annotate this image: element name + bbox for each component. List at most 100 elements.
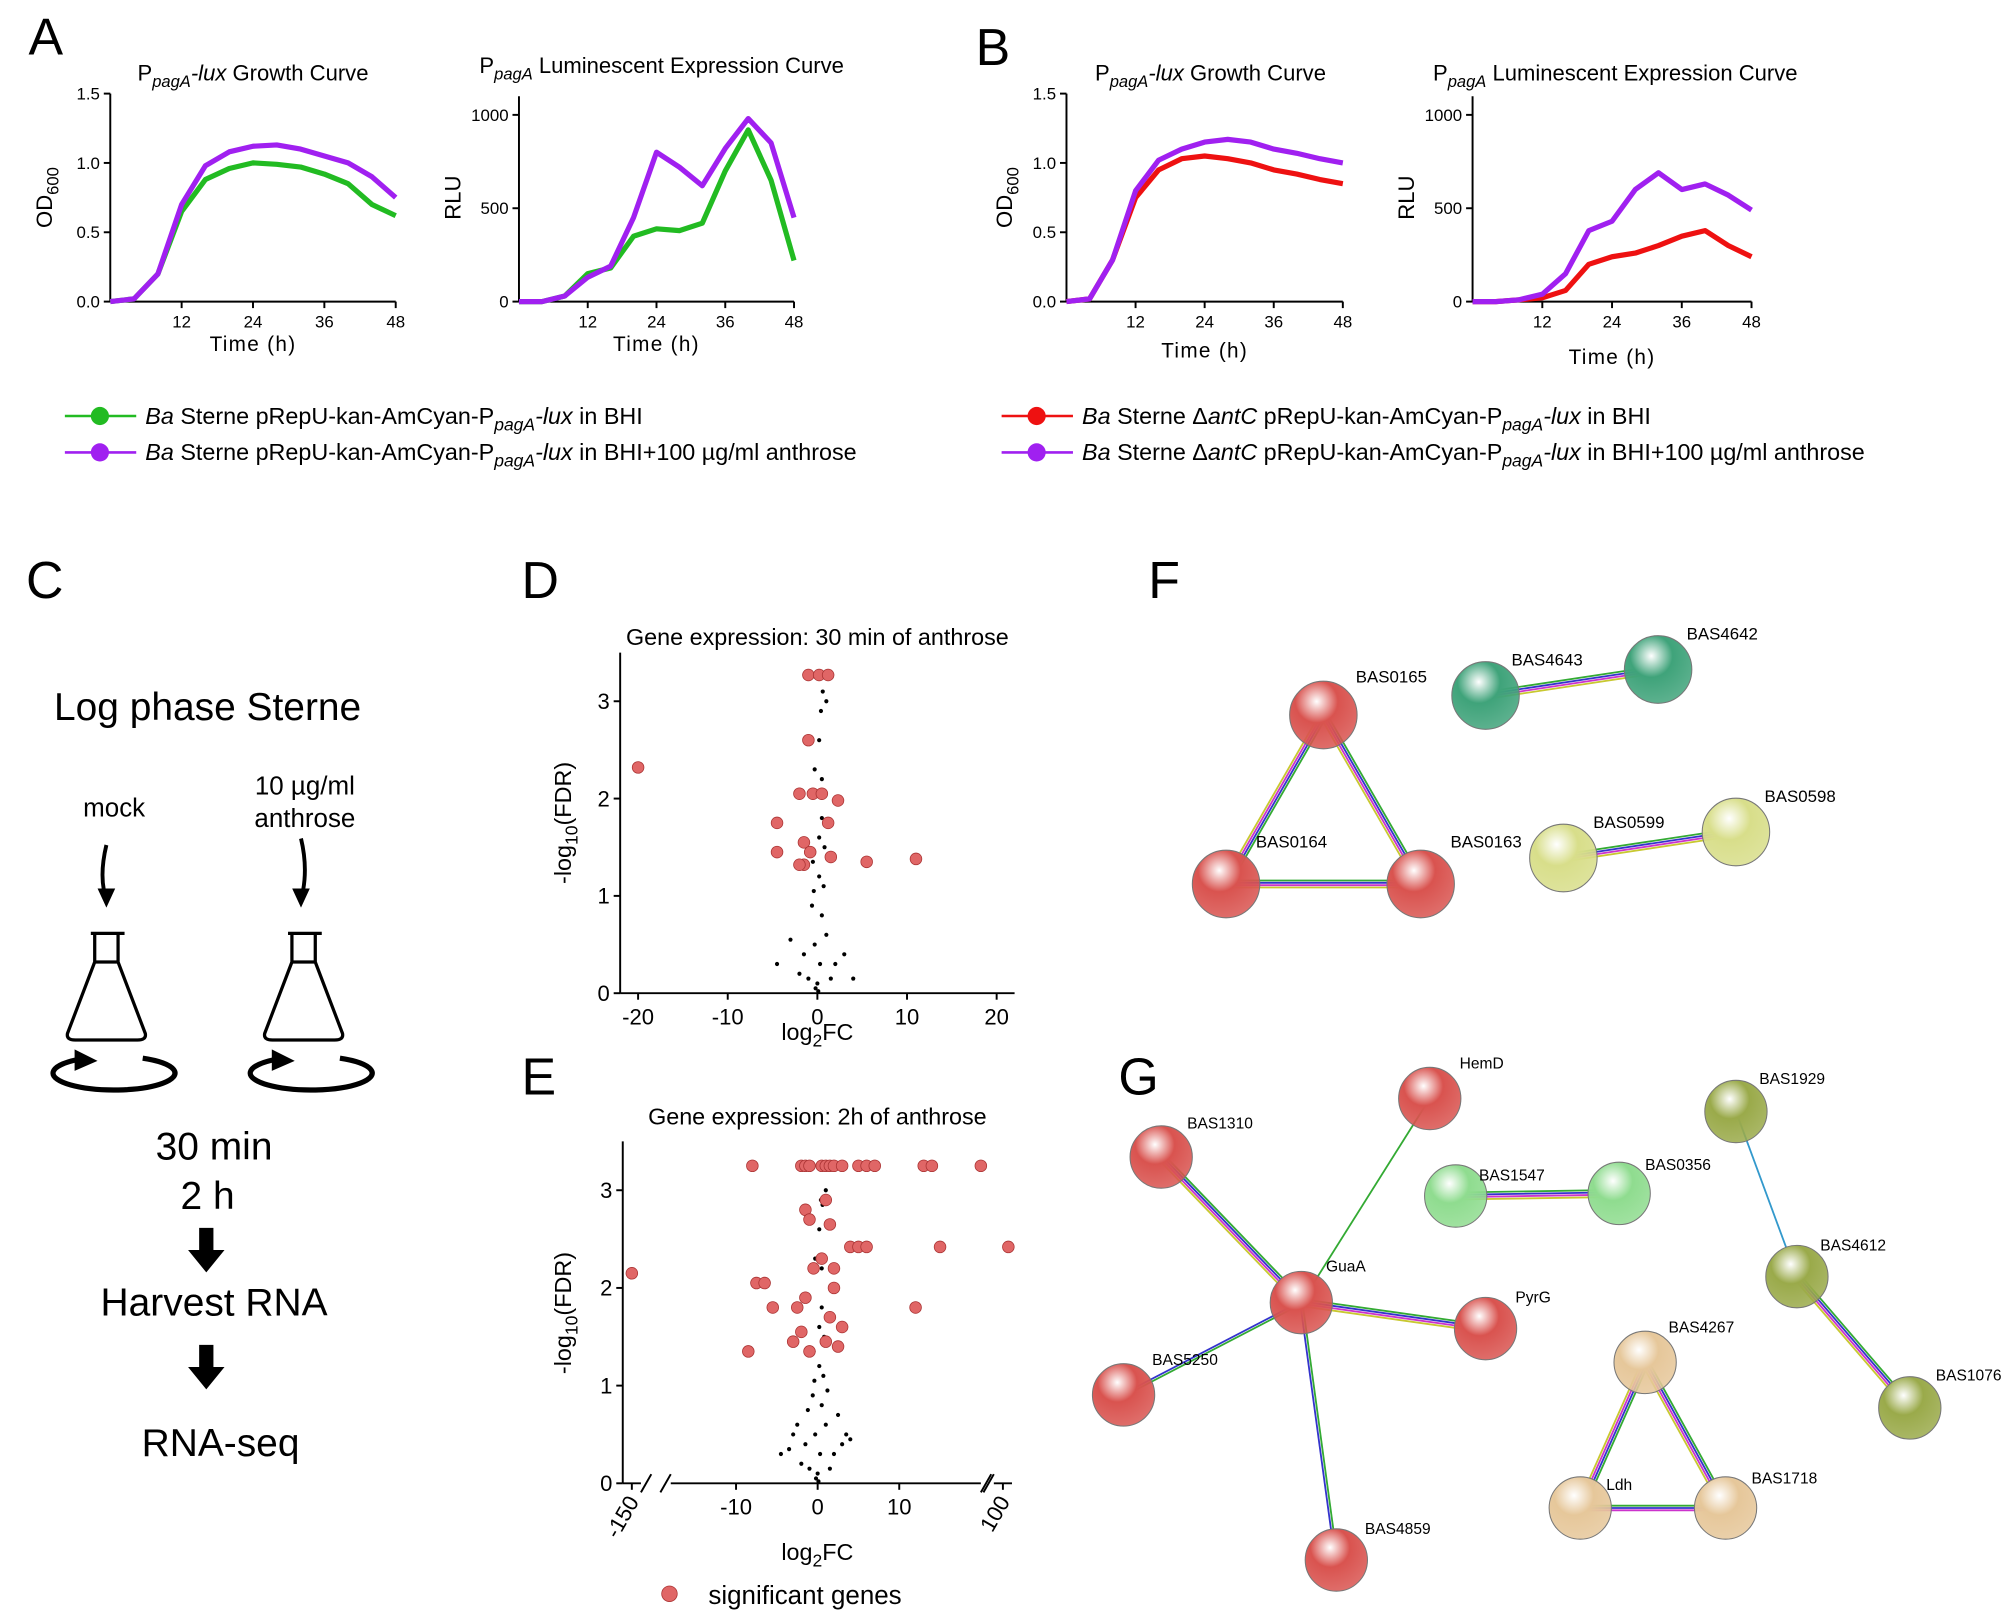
legend-marker [90, 406, 109, 426]
chart-title: PpagA Luminescent Expression Curve [479, 53, 843, 84]
y-tick-label: 0.5 [76, 223, 99, 242]
gene-point [828, 976, 833, 981]
panel-label: B [976, 19, 1011, 77]
gene-point [813, 1476, 819, 1481]
legend-label: Ba Sterne ΔantC pRepU-kan-AmCyan-PpagA-l… [1082, 439, 1865, 471]
legend-label-part: Sterne pRepU-kan-AmCyan-P [174, 403, 494, 429]
significant-point [835, 1320, 849, 1334]
panel-label: G [1118, 1049, 1158, 1107]
legend-label: Ba Sterne ΔantC pRepU-kan-AmCyan-PpagA-l… [1082, 403, 1651, 435]
gene-point [819, 1266, 824, 1271]
significant-point [974, 1159, 988, 1173]
legend-label: significant genes [708, 1580, 901, 1610]
gene-point [842, 952, 847, 957]
gene-point [788, 937, 793, 942]
x-axis-label: Time (h) [613, 333, 700, 356]
panel-label: C [26, 552, 63, 610]
x-tick-label: 0 [811, 1004, 823, 1029]
chart-title: PpagA Luminescent Expression Curve [1433, 61, 1797, 92]
x-tick-label: -10 [720, 1494, 752, 1519]
node-label: BAS5250 [1152, 1352, 1218, 1369]
gene-point [778, 1451, 784, 1457]
legend-marker [661, 1585, 678, 1602]
network-node [1091, 1363, 1156, 1427]
legend-label-part: Sterne pRepU-kan-AmCyan-P [174, 439, 494, 465]
y-axis-label-part: 10 [561, 1315, 581, 1335]
significant-point [824, 850, 838, 864]
significant-point [791, 1301, 804, 1314]
node-label: BAS4612 [1820, 1238, 1886, 1255]
gene-point [812, 767, 817, 772]
legend-marker [1027, 406, 1046, 426]
significant-point [925, 1159, 939, 1173]
gene-point [819, 1305, 824, 1310]
data-line [518, 115, 797, 305]
diagram-label: anthrose [254, 803, 355, 833]
chart-title-part: pagA [493, 64, 533, 83]
gene-point [817, 961, 823, 967]
gene-point [813, 986, 818, 991]
gene-point [823, 1188, 828, 1193]
y-tick-label: 500 [1434, 199, 1462, 218]
x-tick-label: -20 [622, 1004, 654, 1029]
x-tick-label: 36 [716, 313, 735, 332]
step-arrow [188, 1344, 225, 1390]
significant-point [1002, 1240, 1015, 1254]
significant-point [766, 1301, 779, 1314]
y-tick-label: 1000 [1425, 106, 1463, 125]
y-axis-label-part: 600 [1003, 167, 1022, 195]
gene-point [819, 913, 824, 918]
x-tick-label: 10 [895, 1004, 920, 1029]
gene-point [835, 1412, 841, 1417]
step-arrow [188, 1227, 225, 1273]
x-tick-label: 36 [1264, 313, 1283, 332]
gene-point [819, 1403, 824, 1408]
data-line [1472, 228, 1753, 305]
y-axis-label-part: -log [550, 1335, 576, 1374]
gene-point [774, 961, 780, 967]
y-tick-label: 1.0 [1033, 154, 1056, 173]
network-edge [1123, 1302, 1303, 1397]
legend-label-part: antC [1208, 439, 1257, 465]
gene-point [816, 1479, 821, 1484]
y-axis-label-part: (FDR) [550, 1252, 576, 1316]
panel-label: D [522, 552, 559, 610]
x-tick-label: 36 [315, 313, 334, 332]
x-axis-label-part: 2 [813, 1030, 823, 1050]
node-label: Ldh [1606, 1477, 1632, 1494]
gene-point [812, 1378, 817, 1383]
legend-marker [1027, 443, 1046, 462]
network-node [1451, 661, 1520, 730]
chart-title: PpagA-lux Growth Curve [1095, 61, 1326, 92]
y-tick-label: 0 [598, 981, 610, 1006]
gene-point [815, 1471, 820, 1476]
chart-title-part: pagA [1447, 72, 1487, 91]
network-node [1129, 1125, 1193, 1189]
gene-point [810, 859, 815, 864]
legend-label-part: Ba [145, 403, 174, 429]
legend-label-part: Sterne Δ [1111, 439, 1208, 465]
x-tick-label: 100 [975, 1491, 1015, 1535]
node-label: BAS1547 [1479, 1167, 1545, 1184]
significant-point [821, 668, 835, 682]
gene-point [815, 981, 820, 986]
significant-point [799, 1291, 812, 1304]
network-node [1269, 1270, 1333, 1335]
network-node [1386, 849, 1455, 919]
network-node [1424, 1164, 1488, 1228]
gene-point [810, 1393, 815, 1398]
node-label: BAS1310 [1187, 1115, 1253, 1132]
panel-label: F [1148, 552, 1180, 610]
y-tick-label: 1.5 [1033, 85, 1056, 104]
y-axis-label-part: OD [32, 195, 57, 228]
y-tick-label: 1 [600, 1373, 612, 1398]
y-axis-label: OD600 [992, 167, 1022, 228]
x-axis-label-part: 2 [813, 1550, 823, 1570]
x-tick-label: 48 [1333, 313, 1352, 332]
x-tick-label: 24 [647, 313, 666, 332]
panel-label: A [29, 9, 64, 67]
node-label: PyrG [1515, 1290, 1550, 1307]
network-edge [1163, 1153, 1305, 1301]
gene-point [833, 961, 838, 967]
